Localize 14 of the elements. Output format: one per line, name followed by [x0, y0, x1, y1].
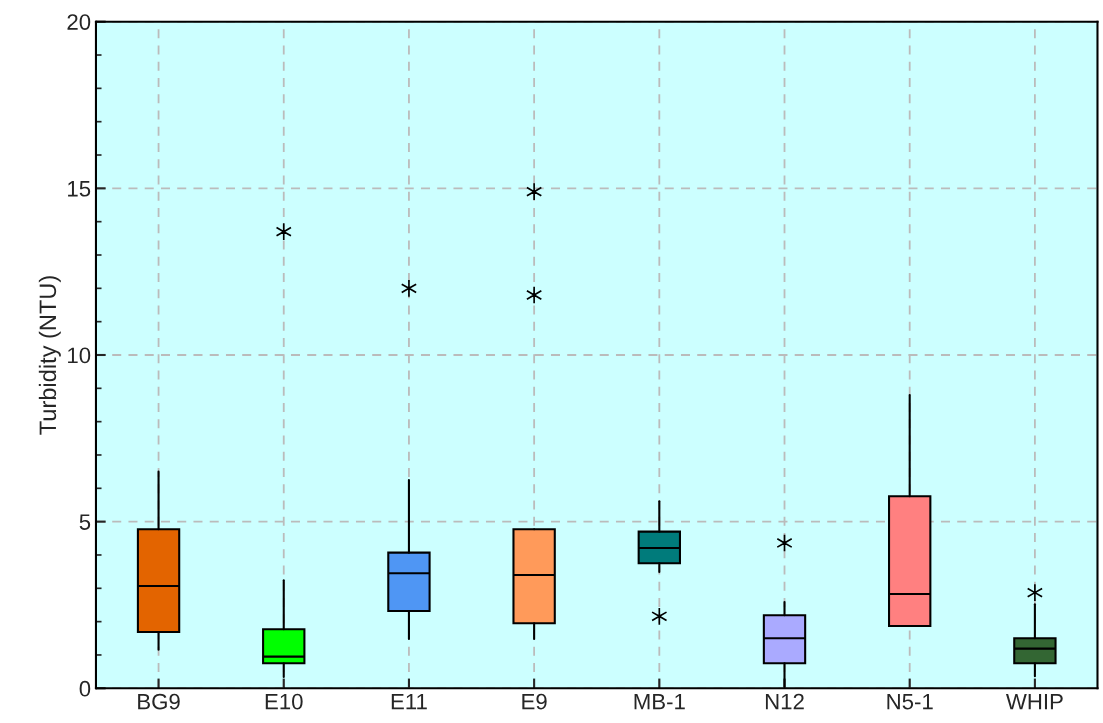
x-tick-label: N5-1 [887, 693, 933, 710]
x-tick-label: E9 [522, 693, 547, 710]
y-axis-title: Turbidity (NTU) [38, 276, 61, 435]
y-tick-label: 15 [68, 181, 91, 197]
y-tick-label: 5 [79, 514, 91, 530]
y-tick-label: 0 [79, 680, 91, 697]
x-tick-label: N12 [765, 693, 804, 710]
x-tick-label: MB-1 [634, 693, 685, 710]
y-tick-label: 20 [67, 14, 91, 30]
x-tick-label: BG9 [138, 693, 180, 710]
x-tick-label: E11 [391, 693, 427, 710]
x-tick-label: WHIP [1005, 693, 1063, 710]
x-tick-label: E10 [265, 693, 303, 710]
y-tick-label: 10 [68, 347, 91, 364]
